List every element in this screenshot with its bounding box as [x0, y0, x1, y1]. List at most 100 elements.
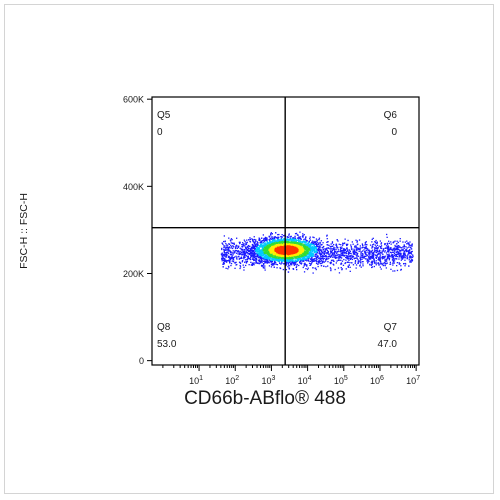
event-dot [395, 248, 397, 250]
event-dot [312, 253, 314, 256]
event-dot [291, 256, 294, 258]
event-dot [304, 240, 306, 243]
event-dot [312, 243, 314, 245]
event-dot [278, 245, 280, 247]
event-dot [286, 262, 288, 264]
event-dot [309, 249, 311, 251]
event-dot [342, 243, 344, 245]
event-dot [359, 261, 361, 263]
event-dot [320, 240, 322, 242]
event-dot [245, 242, 247, 244]
event-dot [296, 250, 298, 252]
event-dot [267, 247, 269, 249]
event-dot [315, 259, 317, 261]
event-dot [396, 245, 398, 247]
event-dot [264, 269, 266, 271]
event-dot [393, 252, 396, 255]
event-dot [305, 249, 307, 251]
event-dot [384, 258, 386, 261]
event-dot [297, 255, 299, 257]
event-dot [377, 262, 379, 265]
event-dot [247, 255, 249, 257]
event-dot [355, 245, 357, 247]
event-dot [314, 253, 316, 256]
event-dot [379, 260, 382, 263]
event-dot [226, 251, 228, 253]
event-dot [299, 236, 301, 238]
event-dot [376, 247, 379, 249]
event-dot [388, 254, 390, 256]
event-dot [306, 260, 308, 262]
event-dot [401, 247, 403, 249]
event-dot [296, 239, 298, 242]
event-dot [359, 258, 362, 260]
event-dot [392, 241, 394, 244]
event-dot [298, 249, 300, 252]
event-dot [286, 243, 288, 245]
event-dot [359, 245, 361, 247]
event-dot [313, 258, 315, 260]
event-dot [262, 266, 264, 268]
event-dot [293, 263, 295, 265]
event-dot [354, 262, 356, 264]
event-dot [232, 250, 234, 252]
event-dot [234, 250, 236, 252]
event-dot [380, 252, 382, 254]
event-dot [272, 264, 275, 266]
event-dot [256, 255, 259, 257]
event-dot [392, 251, 395, 253]
event-dot [356, 257, 358, 259]
event-dot [360, 251, 363, 253]
event-dot [379, 254, 382, 256]
event-dot [266, 249, 269, 251]
event-dot [343, 248, 345, 250]
event-dot [331, 250, 333, 252]
event-dot [312, 249, 314, 251]
event-dot [283, 243, 285, 245]
event-dot [332, 252, 334, 255]
event-dot [347, 256, 349, 258]
event-dot [228, 237, 230, 239]
event-dot [315, 251, 317, 253]
event-dot [298, 264, 300, 267]
event-dot [326, 253, 328, 255]
event-dot [400, 254, 402, 256]
event-dot [264, 239, 266, 242]
event-dot [266, 238, 268, 240]
event-dot [375, 242, 378, 244]
event-dot [349, 266, 351, 268]
event-dot [340, 255, 342, 257]
event-dot [260, 257, 262, 259]
event-dot [279, 254, 282, 256]
event-dot [338, 259, 340, 261]
event-dot [410, 259, 412, 261]
event-dot [369, 244, 372, 246]
event-dot [318, 243, 320, 245]
event-dot [379, 263, 381, 265]
event-dot [275, 262, 277, 264]
event-dot [354, 260, 357, 262]
event-dot [298, 238, 300, 240]
event-dot [369, 263, 371, 265]
event-dot [251, 253, 253, 255]
event-dot [271, 258, 274, 260]
event-dot [260, 253, 262, 255]
event-dot [256, 247, 258, 249]
event-dot [343, 250, 345, 252]
event-dot [266, 256, 268, 258]
event-dot [391, 259, 394, 261]
event-dot [378, 245, 380, 247]
event-dot [332, 254, 335, 256]
event-dot [264, 250, 267, 252]
event-dot [228, 266, 230, 268]
event-dot [303, 255, 305, 257]
event-dot [406, 256, 408, 258]
event-dot [285, 242, 287, 244]
event-dot [301, 257, 303, 259]
event-dot [252, 250, 254, 252]
event-dot [361, 253, 363, 255]
event-dot [315, 238, 318, 240]
event-dot [307, 254, 309, 256]
event-dot [260, 264, 263, 267]
event-dot [379, 258, 381, 260]
